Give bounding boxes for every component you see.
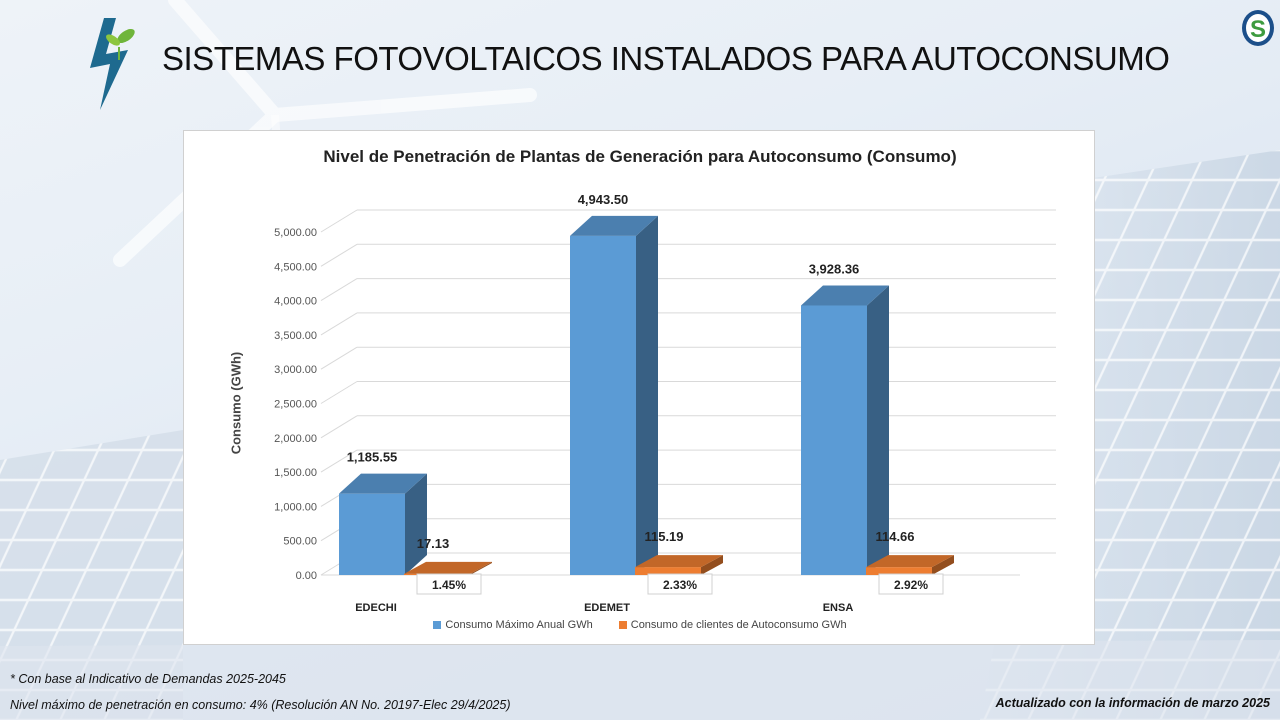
updated-note: Actualizado con la información de marzo … (995, 696, 1270, 710)
y-tick-label: 2,500.00 (274, 399, 317, 411)
bar-top (866, 555, 954, 568)
gridline-depth (320, 243, 358, 267)
bar-side (405, 473, 427, 575)
chart-title: Nivel de Penetración de Plantas de Gener… (323, 147, 957, 166)
data-label: 114.66 (875, 529, 914, 544)
gridline-depth (320, 312, 358, 336)
footnote-max-penetration: Nivel máximo de penetración en consumo: … (10, 698, 511, 712)
bar (570, 235, 636, 575)
percent-box (878, 573, 944, 595)
y-tick-label: 0.00 (296, 570, 317, 582)
y-tick-label: 4,500.00 (274, 261, 317, 273)
x-tick-label: ENSA (823, 602, 854, 614)
percent-label: 2.92% (894, 578, 928, 592)
lightning-leaf-icon (90, 18, 135, 110)
page-title: SISTEMAS FOTOVOLTAICOS INSTALADOS PARA A… (162, 40, 1170, 77)
bar-side (470, 561, 492, 575)
gridline-depth (320, 278, 358, 302)
legend-swatch (433, 621, 442, 629)
data-label: 17.13 (417, 536, 450, 551)
data-label: 4,943.50 (578, 192, 629, 207)
gridline-depth (320, 381, 358, 404)
legend-item-autoconsumo: Consumo de clientes de Autoconsumo GWh (618, 619, 847, 631)
data-label: 3,928.36 (809, 262, 860, 277)
legend-label: Consumo de clientes de Autoconsumo GWh (630, 619, 847, 631)
y-tick-label: 500.00 (283, 536, 317, 548)
data-label: 1,185.55 (347, 450, 398, 465)
chart-panel: 0.00 500.00 1,000.00 1,500.00 2,000.00 2,500.… (183, 130, 1095, 645)
x-tick-label: EDECHI (355, 602, 397, 614)
y-tick-label: 3,000.00 (274, 364, 317, 376)
bar-top (801, 285, 889, 306)
y-tick-label: 3,500.00 (274, 330, 317, 342)
percent-label: 1.45% (432, 578, 466, 592)
gridline-depth (320, 415, 358, 439)
bar-top (635, 555, 723, 568)
legend-swatch (618, 621, 627, 629)
legend-item-consumo-maximo: Consumo Máximo Anual GWh (433, 619, 593, 631)
y-tick-label: 1,000.00 (274, 501, 317, 513)
bar (866, 567, 932, 575)
legend-label: Consumo Máximo Anual GWh (445, 619, 593, 631)
bar (339, 493, 405, 575)
s-logo-icon: S (1242, 10, 1274, 46)
chart-legend: Consumo Máximo Anual GWh Consumo de clie… (184, 619, 1096, 631)
bar-top (404, 561, 492, 574)
percent-box (416, 573, 482, 595)
svg-text:S: S (1250, 16, 1266, 43)
x-tick-label: EDEMET (584, 602, 630, 614)
bar-side (636, 215, 658, 575)
y-tick-label: 1,500.00 (274, 467, 317, 479)
percent-box (647, 573, 713, 595)
footnote-source: * Con base al Indicativo de Demandas 202… (10, 672, 286, 686)
bar-top (570, 215, 658, 236)
bar-top (339, 473, 427, 494)
data-label: 115.19 (644, 529, 683, 544)
y-tick-label: 5,000.00 (274, 227, 317, 239)
bar-side (932, 555, 954, 575)
bar-side (867, 285, 889, 575)
bar-side (701, 555, 723, 575)
bar-chart: 0.00 500.00 1,000.00 1,500.00 2,000.00 2,500.… (274, 192, 1056, 614)
y-tick-label: 2,000.00 (274, 433, 317, 445)
percent-label: 2.33% (663, 578, 697, 592)
y-tick-label: 4,000.00 (274, 296, 317, 308)
gridline-depth (320, 449, 358, 473)
gridline-depth (320, 346, 358, 370)
bar (801, 305, 867, 575)
gridline-depth (320, 209, 358, 233)
bar (635, 567, 701, 575)
